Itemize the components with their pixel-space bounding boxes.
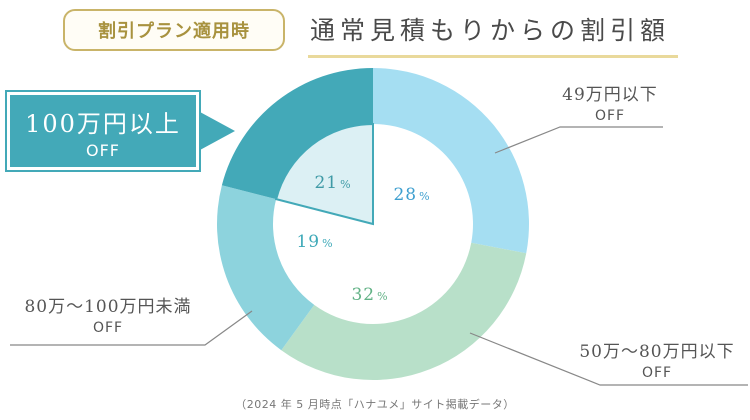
title-underline [308,55,678,58]
highlight-callout: 100万円以上 OFF [5,90,201,172]
value-label: 32% [351,285,388,305]
plan-badge: 割引プラン適用時 [63,9,285,51]
category-label-main: 50万〜80万円以下 [579,342,735,362]
category-label-main: 80万〜100万円未満 [24,297,192,317]
category-label-off: OFF [641,365,673,381]
leader-line [10,310,253,346]
slice-100-plus [221,68,373,200]
leader-line [469,332,748,386]
callout-pointer [200,112,235,150]
value-label: 19% [296,232,333,252]
chart-title: 通常見積もりからの割引額 [310,16,671,45]
category-label-main: 49万円以下 [562,85,658,105]
category-label-50-to-80: 50万〜80万円以下 OFF [568,337,746,381]
category-label-80-to-100: 80万〜100万円未満 OFF [8,292,208,336]
slice-50-to-80 [281,242,527,380]
slice-80-to-100 [217,185,315,351]
category-label-main: 100万円以上 [25,110,181,138]
category-label-off: OFF [594,108,626,124]
value-label: 28% [393,185,430,205]
value-label: 21% [314,173,351,193]
source-note: （2024 年 5 月時点「ハナユメ」サイト掲載データ） [235,398,515,411]
leader-line [494,126,663,154]
category-label-off: OFF [92,320,124,336]
slice-49-or-less [373,68,529,254]
category-label-49-or-less: 49万円以下 OFF [555,80,665,124]
category-label-off: OFF [86,141,120,160]
highlight-inner-wedge [274,122,374,226]
